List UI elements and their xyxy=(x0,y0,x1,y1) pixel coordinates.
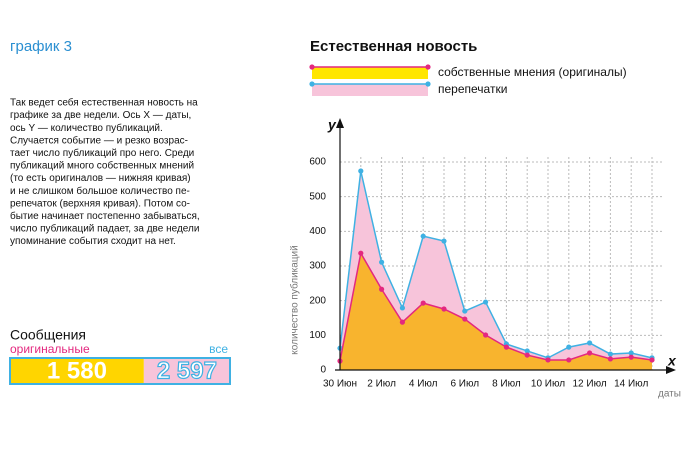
plot: 0 100 200 300 400 500 600 y x даты количество публ… xyxy=(289,117,681,400)
y-tick-label: 400 xyxy=(309,226,326,237)
x-tick-label: 30 Июн xyxy=(323,379,357,390)
y-tick-label: 0 xyxy=(320,365,326,376)
description-line: Так ведет себя естественная новость на xyxy=(10,97,198,109)
description-line: число публикаций падает, за две недели xyxy=(10,223,199,235)
point xyxy=(524,352,530,358)
point xyxy=(607,351,614,357)
description-line: тает число публикаций про него. Среди xyxy=(10,147,194,159)
y-axis-label: количество публикаций xyxy=(289,245,301,354)
description-line: ось Y — количество публикаций. xyxy=(10,122,163,134)
description-line: (то есть оригиналов — нижняя кривая) xyxy=(10,173,191,184)
point xyxy=(587,350,593,356)
point xyxy=(462,308,468,314)
all-label: все xyxy=(209,342,228,356)
y-tick-label: 500 xyxy=(309,191,326,202)
point xyxy=(483,299,489,305)
x-tick-label: 12 Июл xyxy=(572,379,606,390)
x-tick-label: 4 Июл xyxy=(409,379,438,390)
point xyxy=(607,356,614,362)
legend-dot xyxy=(309,64,315,70)
legend-swatch xyxy=(312,84,428,96)
point xyxy=(462,316,468,322)
x-axis-label: даты xyxy=(658,389,681,400)
x-arrow xyxy=(666,366,676,374)
description-line: Случается событие — и резко возрас- xyxy=(10,134,188,146)
area xyxy=(340,253,652,370)
point xyxy=(566,344,572,350)
x-tick-label: 8 Июл xyxy=(492,379,521,390)
y-tick-label: 600 xyxy=(309,157,326,168)
original-count: 1 580 xyxy=(47,357,107,384)
y-tick-label: 100 xyxy=(309,330,326,341)
messages-title: Сообщения xyxy=(10,327,86,343)
point xyxy=(358,168,364,174)
legend-swatch xyxy=(312,67,428,79)
x-tick-label: 14 Июл xyxy=(614,379,648,390)
legend-dot xyxy=(309,81,315,87)
point xyxy=(420,233,426,239)
legend-label: собственные мнения (оригиналы) xyxy=(438,65,627,79)
chart-title: Естественная новость xyxy=(310,38,477,55)
y-axis-letter: y xyxy=(327,117,337,133)
point xyxy=(566,357,572,363)
all-bar xyxy=(143,358,230,384)
description-line: и не слишком большое количество пе- xyxy=(10,185,190,197)
y-arrow xyxy=(336,118,344,128)
point xyxy=(503,344,509,350)
x-axis-letter: x xyxy=(667,353,677,369)
messages-box: 1 580 2 597 xyxy=(9,357,231,385)
description-line: бытие начинает постепенно забываться, xyxy=(10,210,200,222)
original-label: оригинальные xyxy=(10,342,90,356)
line xyxy=(339,251,653,362)
description-line: публикаций много собственных мнений xyxy=(10,160,194,172)
point xyxy=(628,354,634,360)
point xyxy=(441,306,447,312)
point xyxy=(587,340,593,346)
point xyxy=(420,300,426,306)
x-tick-label: 2 Июл xyxy=(367,379,396,390)
point xyxy=(545,357,551,363)
point xyxy=(358,250,364,256)
description: Так ведет себя естественная новость нагр… xyxy=(10,97,200,248)
description-line: графике за две недели. Ось X — даты, xyxy=(10,109,191,121)
legend: собственные мнения (оригиналы) перепечатк… xyxy=(309,64,627,96)
point xyxy=(399,305,405,311)
all-count: 2 597 xyxy=(157,357,217,384)
point xyxy=(379,286,385,292)
box-border xyxy=(9,357,231,385)
description-line: упоминание события сходит на нет. xyxy=(10,235,176,247)
point xyxy=(649,357,655,363)
original-bar xyxy=(10,358,144,384)
x-tick-label: 6 Июл xyxy=(450,379,479,390)
point xyxy=(483,332,489,338)
point xyxy=(524,348,530,354)
x-tick-label: 10 Июл xyxy=(531,379,565,390)
point xyxy=(379,259,385,265)
legend-label: перепечатки xyxy=(438,82,507,96)
description-line: репечаток (верхняя кривая). Потом со- xyxy=(10,198,190,209)
legend-dot xyxy=(425,81,431,87)
y-tick-label: 200 xyxy=(309,295,326,306)
figure-label: график 3 xyxy=(10,38,72,55)
legend-dot xyxy=(425,64,431,70)
y-tick-label: 300 xyxy=(309,261,326,272)
point xyxy=(399,319,405,325)
line xyxy=(339,170,653,359)
point xyxy=(441,238,447,244)
point xyxy=(628,350,634,356)
